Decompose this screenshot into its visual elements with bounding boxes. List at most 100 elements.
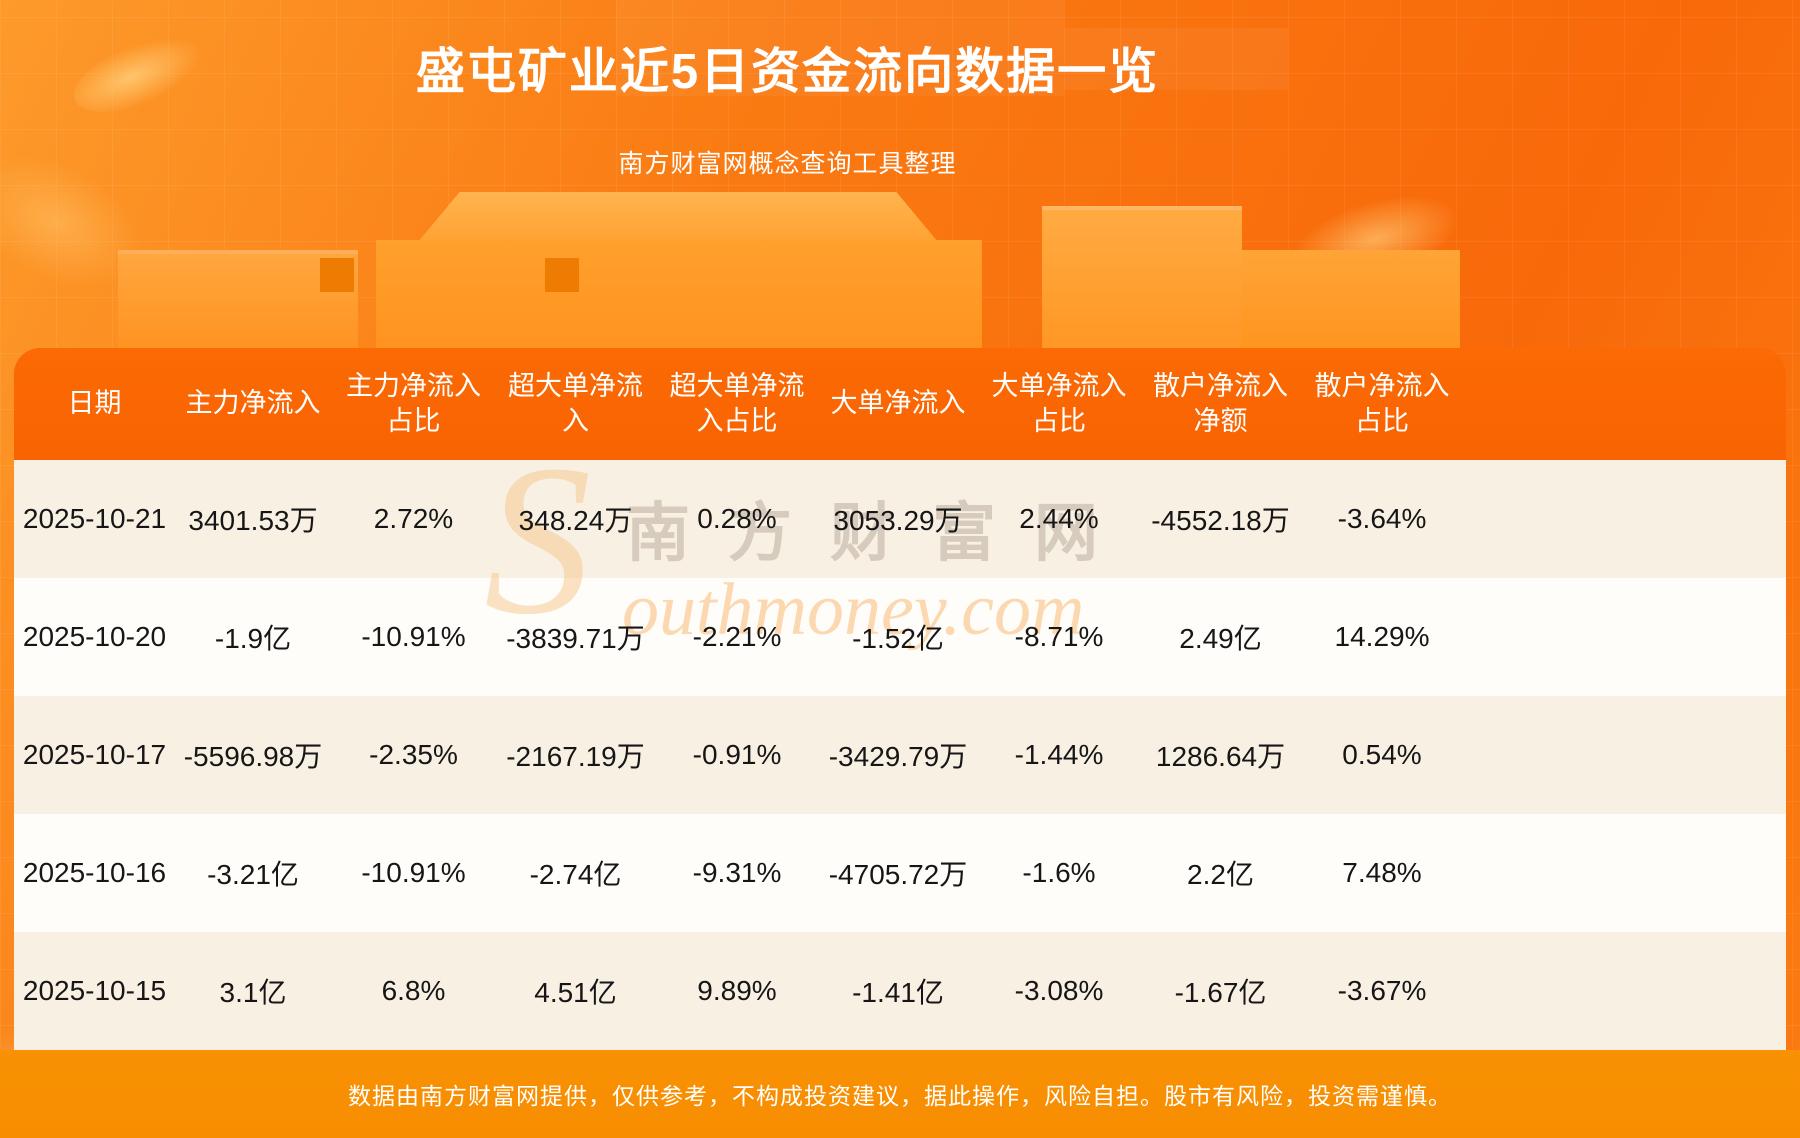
column-header-filler (1464, 348, 1786, 460)
podium-right-far-block (1242, 250, 1460, 348)
value-cell: 0.54% (1300, 696, 1464, 814)
value-cell: 6.8% (331, 932, 496, 1050)
cell-text: -3.21亿 (207, 859, 299, 890)
value-cell: -1.41亿 (819, 932, 977, 1050)
value-cell: 1286.64万 (1141, 696, 1300, 814)
fund-flow-table-body: 2025-10-21 3401.53万 2.72% 348.24万 0.28% 3053.… (14, 460, 1786, 1050)
cell-text: 1286.64万 (1155, 741, 1286, 772)
value-cell: -10.91% (331, 814, 496, 932)
cell-text: 2025-10-15 (22, 975, 167, 1006)
column-header: 散户净流入 净额 (1153, 370, 1288, 436)
column-header: 日期 (67, 388, 122, 419)
cell-text: 0.54% (1342, 739, 1422, 770)
cell-text: -1.6% (1022, 857, 1096, 888)
value-cell: -1.6% (977, 814, 1141, 932)
value-cell: -3429.79万 (819, 696, 977, 814)
podium-dark-square (320, 258, 354, 292)
background-light-patch (616, 0, 1064, 96)
cell-text: -4552.18万 (1151, 505, 1290, 536)
value-cell: 2.44% (977, 460, 1141, 578)
value-cell: -3.67% (1300, 932, 1464, 1050)
cell-text: 2025-10-20 (22, 621, 167, 652)
value-cell: -2.21% (655, 578, 819, 696)
value-cell: -3.64% (1300, 460, 1464, 578)
value-cell: -1.52亿 (819, 578, 977, 696)
cell-text: -1.9亿 (214, 623, 292, 654)
page-title: 盛屯矿业近5日资金流向数据一览 (415, 45, 1160, 99)
column-header: 散户净流入 占比 (1314, 370, 1450, 436)
cell-text: -10.91% (361, 857, 466, 888)
date-cell: 2025-10-20 (14, 578, 175, 696)
value-cell: -4552.18万 (1141, 460, 1300, 578)
row-filler (1464, 578, 1786, 696)
cell-text: 7.48% (1342, 857, 1422, 888)
value-cell: 0.28% (655, 460, 819, 578)
cell-text: -2.21% (692, 621, 782, 652)
cell-text: -1.67亿 (1174, 977, 1267, 1008)
value-cell: 7.48% (1300, 814, 1464, 932)
background-light-patch (1064, 28, 1288, 90)
fund-flow-table: 日期 主力净流入 主力净流入 占比 超大单净流 入超大单净流 入占比 大单净流入 大单净流… (14, 348, 1786, 1050)
cell-text: -2.74亿 (529, 859, 622, 890)
value-cell: 14.29% (1300, 578, 1464, 696)
cell-text: 14.29% (1334, 621, 1430, 652)
cell-text: 3.1亿 (219, 977, 287, 1008)
date-cell: 2025-10-16 (14, 814, 175, 932)
value-cell: -1.9亿 (175, 578, 331, 696)
cell-text: -3.08% (1014, 975, 1104, 1006)
cell-text: -8.71% (1014, 621, 1104, 652)
cell-text: 2025-10-16 (22, 857, 167, 888)
table-row: 2025-10-17 -5596.98万 -2.35% -2167.19万 -0.91%… (14, 696, 1786, 814)
cell-text: -3.67% (1337, 975, 1427, 1006)
column-header: 大单净流入 (830, 388, 966, 419)
podium-center-front-face (376, 240, 982, 348)
value-cell: 2.72% (331, 460, 496, 578)
table-row: 2025-10-15 3.1亿 6.8% 4.51亿 9.89% -1.41亿 -3.08%… (14, 932, 1786, 1050)
value-cell: -3839.71万 (496, 578, 655, 696)
value-cell: 2.2亿 (1141, 814, 1300, 932)
cell-text: 4.51亿 (534, 977, 617, 1008)
cell-text: 9.89% (697, 975, 777, 1006)
podium-right-block (1042, 206, 1242, 348)
value-cell: 3.1亿 (175, 932, 331, 1050)
value-cell: -10.91% (331, 578, 496, 696)
value-cell: -1.67亿 (1141, 932, 1300, 1050)
value-cell: -2.35% (331, 696, 496, 814)
cell-text: 3401.53万 (188, 505, 318, 536)
table-row: 2025-10-16 -3.21亿 -10.91% -2.74亿 -9.31% -4705… (14, 814, 1786, 932)
cell-text: -4705.72万 (828, 859, 968, 890)
value-cell: -0.91% (655, 696, 819, 814)
column-header: 超大单净流 入 (508, 370, 643, 436)
cell-text: -0.91% (692, 739, 782, 770)
value-cell: -2.74亿 (496, 814, 655, 932)
podium-left-block (118, 250, 358, 348)
column-header: 主力净流入 占比 (346, 370, 481, 436)
value-cell: -1.44% (977, 696, 1141, 814)
cell-text: 2.44% (1019, 503, 1099, 534)
podium-dark-square (545, 258, 579, 292)
page-subtitle: 南方财富网概念查询工具整理 (618, 150, 957, 179)
cell-text: -1.44% (1014, 739, 1104, 770)
value-cell: 3053.29万 (819, 460, 977, 578)
cell-text: 2025-10-21 (22, 503, 167, 534)
value-cell: -3.21亿 (175, 814, 331, 932)
disclaimer-text: 数据由南方财富网提供，仅供参考，不构成投资建议，据此操作，风险自担。股市有风险，… (348, 1083, 1452, 1109)
table-row: 2025-10-20 -1.9亿 -10.91% -3839.71万 -2.21% -1.… (14, 578, 1786, 696)
date-cell: 2025-10-17 (14, 696, 175, 814)
column-header: 主力净流入 (185, 388, 321, 419)
cell-text: -9.31% (692, 857, 782, 888)
row-filler (1464, 814, 1786, 932)
cell-text: -3.64% (1337, 503, 1427, 534)
table-row: 2025-10-21 3401.53万 2.72% 348.24万 0.28% 3053.… (14, 460, 1786, 578)
value-cell: -3.08% (977, 932, 1141, 1050)
cell-text: 2.72% (373, 503, 454, 534)
value-cell: -2167.19万 (496, 696, 655, 814)
cell-text: -10.91% (361, 621, 466, 652)
date-cell: 2025-10-15 (14, 932, 175, 1050)
header: 盛屯矿业近5日资金流向数据一览 南方财富网概念查询工具整理 (0, 44, 1575, 180)
cell-text: -3839.71万 (506, 623, 645, 654)
value-cell: -9.31% (655, 814, 819, 932)
cell-text: 3053.29万 (833, 505, 963, 536)
cell-text: 2.49亿 (1179, 623, 1262, 654)
podium-center-top-face (418, 192, 938, 242)
